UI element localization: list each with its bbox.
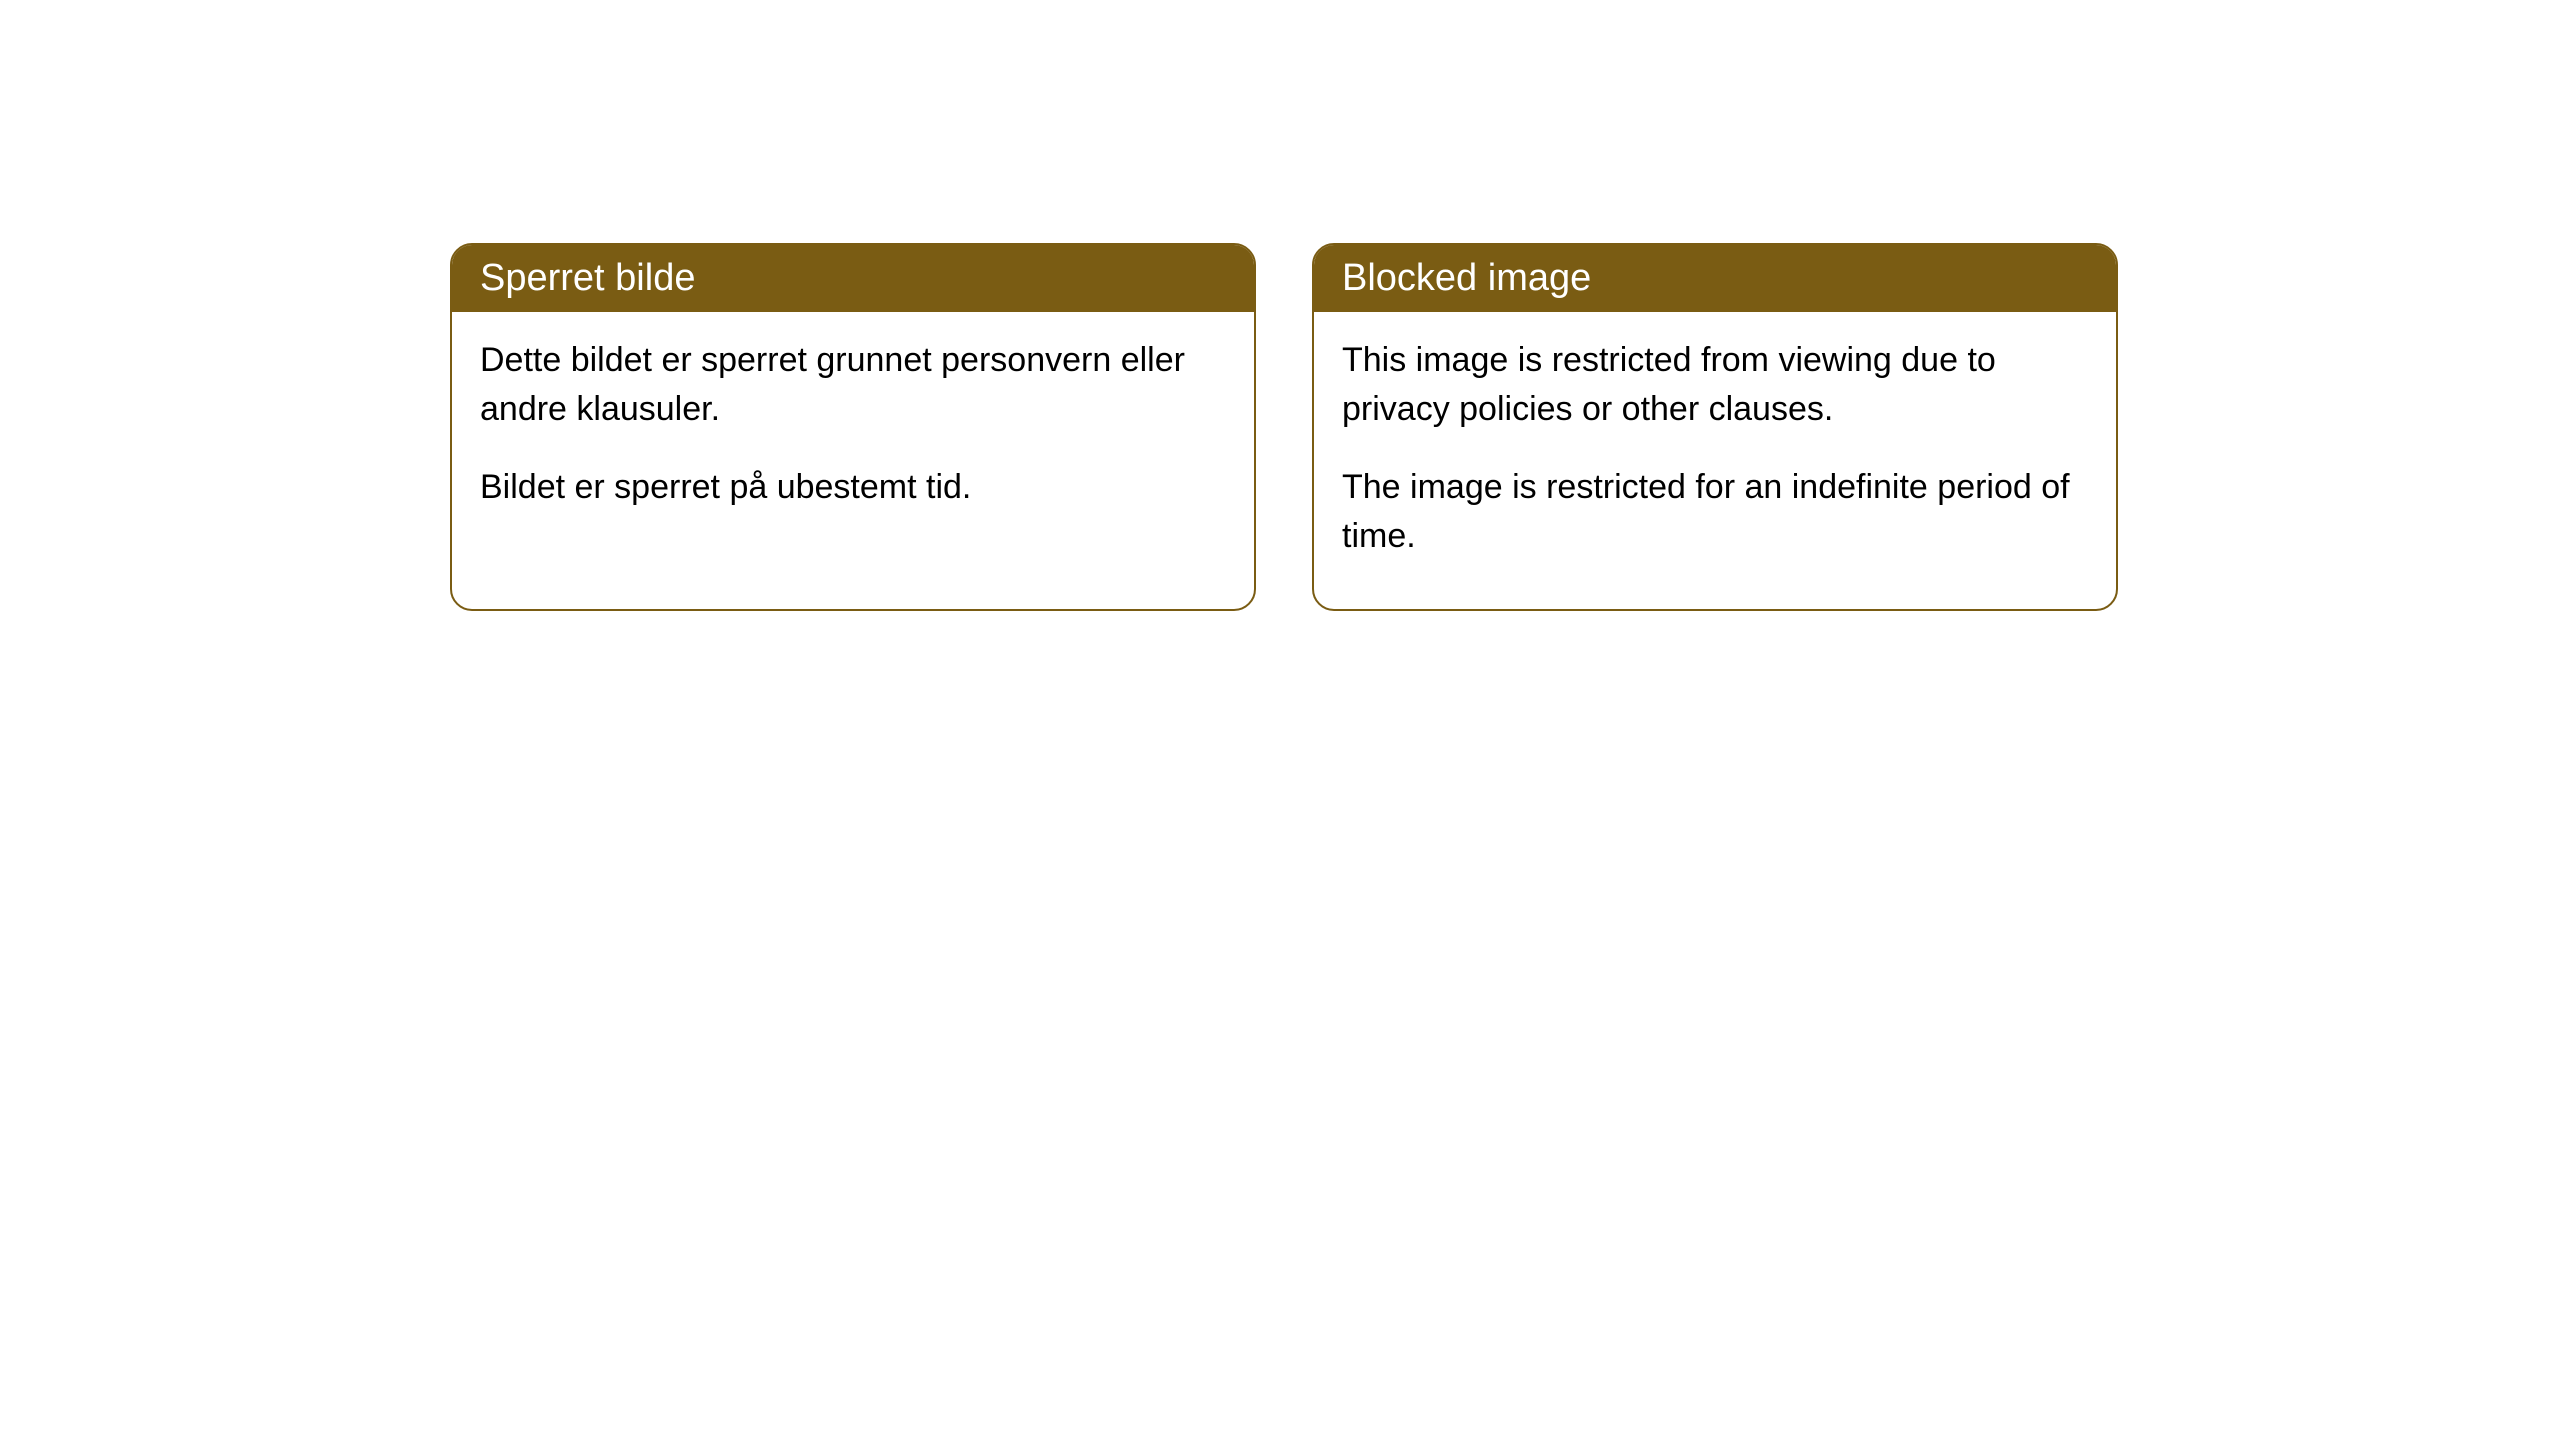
- card-paragraph-norwegian-1: Dette bildet er sperret grunnet personve…: [480, 336, 1226, 435]
- card-body-norwegian: Dette bildet er sperret grunnet personve…: [452, 312, 1254, 560]
- card-title-english: Blocked image: [1342, 257, 1591, 299]
- blocked-image-card-english: Blocked image This image is restricted f…: [1312, 243, 2118, 611]
- card-title-norwegian: Sperret bilde: [480, 257, 695, 299]
- notice-cards-container: Sperret bilde Dette bildet er sperret gr…: [450, 243, 2118, 611]
- card-body-english: This image is restricted from viewing du…: [1314, 312, 2116, 609]
- card-paragraph-english-2: The image is restricted for an indefinit…: [1342, 463, 2088, 562]
- card-header-norwegian: Sperret bilde: [452, 245, 1254, 312]
- card-paragraph-english-1: This image is restricted from viewing du…: [1342, 336, 2088, 435]
- card-header-english: Blocked image: [1314, 245, 2116, 312]
- card-paragraph-norwegian-2: Bildet er sperret på ubestemt tid.: [480, 463, 1226, 512]
- blocked-image-card-norwegian: Sperret bilde Dette bildet er sperret gr…: [450, 243, 1256, 611]
